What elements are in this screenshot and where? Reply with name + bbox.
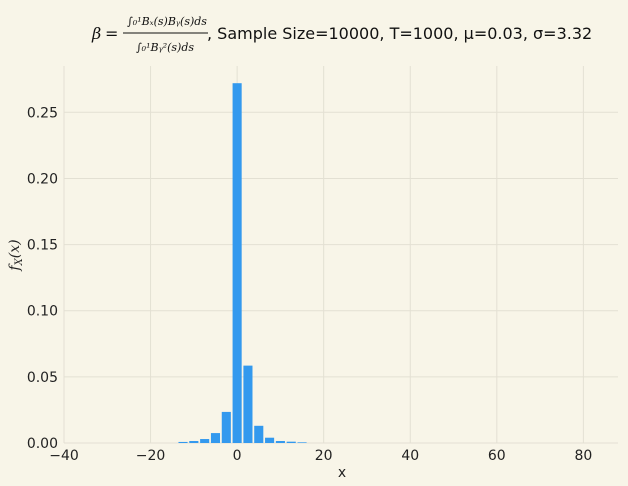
title-params: , Sample Size=10000, T=1000, μ=0.03, σ=3… xyxy=(207,24,592,43)
histogram-bar xyxy=(275,441,285,443)
histogram-bar xyxy=(243,365,253,443)
y-tick-label: 0.10 xyxy=(27,304,58,320)
histogram-bar xyxy=(297,442,307,443)
histogram-bar xyxy=(221,411,231,443)
x-tick-label: 80 xyxy=(574,448,592,464)
title-numerator: ∫₀¹Bₓ(s)Bᵧ(s)ds xyxy=(127,15,207,28)
x-tick-label: 40 xyxy=(401,448,419,464)
histogram-bars xyxy=(178,83,307,444)
y-tick-label: 0.15 xyxy=(27,238,58,254)
x-tick-label: −40 xyxy=(49,448,79,464)
histogram-bar xyxy=(232,83,242,444)
grid-lines xyxy=(63,66,618,444)
x-tick-label: 20 xyxy=(315,448,333,464)
histogram-bar xyxy=(189,441,199,443)
title-beta: β xyxy=(91,24,101,43)
x-tick-label: 0 xyxy=(233,448,242,464)
y-tick-label: 0.20 xyxy=(27,171,58,187)
histogram-bar xyxy=(200,439,210,443)
x-tick-label: −20 xyxy=(136,448,166,464)
histogram-bar xyxy=(178,441,188,443)
y-tick-label: 0.00 xyxy=(27,436,58,452)
histogram-bar xyxy=(210,433,221,443)
y-tick-label: 0.05 xyxy=(27,370,58,386)
title-equals: = xyxy=(105,24,118,43)
x-tick-label: 60 xyxy=(488,448,506,464)
x-axis-label: x xyxy=(338,465,346,481)
histogram-bar xyxy=(286,441,296,443)
y-tick-label: 0.25 xyxy=(27,105,58,121)
y-axis-ticks: 0.00 0.05 0.10 0.15 0.20 0.25 xyxy=(27,105,58,452)
chart-title: β = ∫₀¹Bₓ(s)Bᵧ(s)ds ∫₀¹Bᵧ²(s)ds , Sample… xyxy=(91,15,592,54)
x-axis-ticks: −40 −20 0 20 40 60 80 xyxy=(49,448,592,464)
title-denominator: ∫₀¹Bᵧ²(s)ds xyxy=(136,41,194,54)
histogram-bar xyxy=(265,437,275,443)
histogram-bar xyxy=(254,425,264,443)
y-axis-label: fX(x) xyxy=(7,239,25,271)
